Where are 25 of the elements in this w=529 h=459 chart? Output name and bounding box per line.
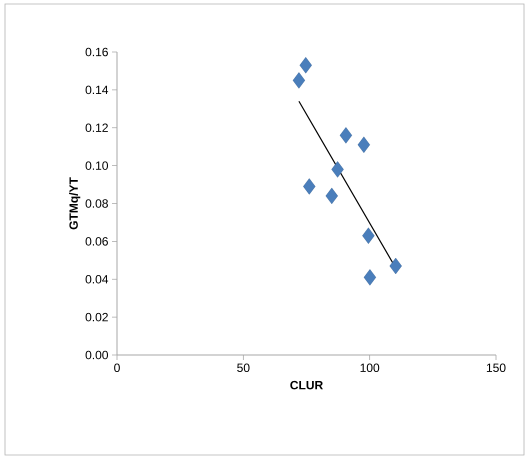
point [364, 269, 376, 286]
y-tick-label: 0.06 [86, 237, 108, 246]
y-tick-label: 0.02 [86, 312, 108, 322]
y-tick-label: 0.00 [86, 350, 108, 360]
y-axis-title: GTMq/YT [69, 177, 80, 230]
y-tick-label: 0.08 [86, 199, 108, 208]
x-tick-label: 100 [360, 364, 380, 372]
point [300, 57, 312, 74]
point [292, 72, 306, 89]
y-tick-label: 0.14 [86, 86, 108, 94]
x-tick-label: 50 [237, 364, 250, 372]
y-tick-label: 0.12 [86, 124, 108, 132]
x-axis-title: CLUR [290, 380, 323, 390]
point [326, 188, 338, 204]
point [362, 227, 375, 244]
x-tick-label: 0 [114, 364, 120, 372]
y-tick-label: 0.10 [86, 161, 108, 170]
y-tick-label: 0.04 [86, 275, 108, 284]
point [358, 136, 370, 153]
point [331, 161, 344, 178]
point [340, 127, 352, 144]
point [389, 258, 402, 274]
x-tick-label: 150 [486, 364, 506, 372]
point [303, 178, 316, 195]
y-tick-label: 0.16 [86, 48, 108, 56]
